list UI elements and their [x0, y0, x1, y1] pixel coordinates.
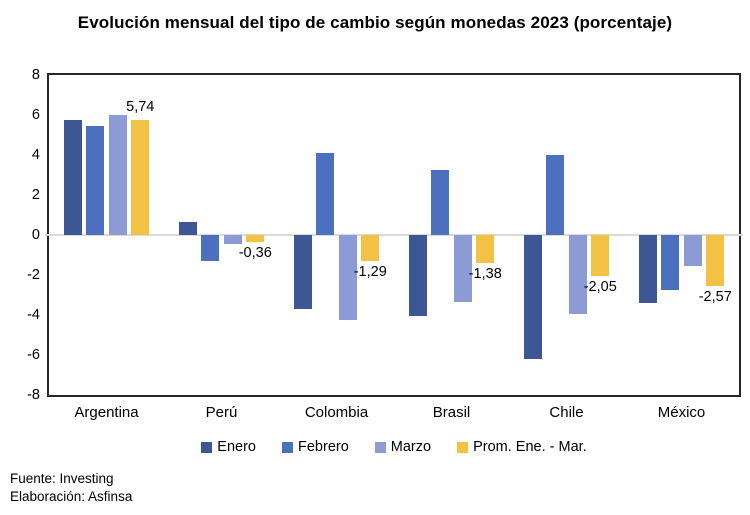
bar-febrero-chile [546, 155, 565, 235]
bar-prom-ene-mar-argentina [131, 120, 150, 235]
data-label-brasil: -1,38 [468, 265, 502, 282]
x-tick-label-peru: Perú [205, 404, 238, 421]
data-label-colombia: -1,29 [353, 263, 387, 280]
y-tick-label-0: 0 [31, 227, 40, 243]
bar-marzo-peru [223, 235, 242, 244]
legend-marker-icon [457, 441, 469, 453]
legend-marker-icon [374, 441, 386, 453]
x-tick-label-colombia: Colombia [304, 404, 369, 421]
bar-enero-argentina [63, 119, 82, 235]
y-tick-label-6: 6 [31, 107, 40, 123]
bar-marzo-brasil [453, 235, 472, 302]
legend-label: Enero [217, 439, 256, 455]
y-tick-label--4: -4 [27, 307, 40, 323]
bar-enero-peru [178, 222, 197, 235]
bar-enero-colombia [293, 235, 312, 309]
bar-febrero-colombia [316, 153, 335, 235]
bar-prom-ene-mar-brasil [476, 235, 495, 263]
bar-enero-mexico [638, 235, 657, 303]
bar-marzo-chile [568, 235, 587, 314]
chart-footer: Fuente: Investing Elaboración: Asfinsa [10, 470, 132, 506]
bar-febrero-peru [201, 235, 220, 261]
legend: Enero Febrero Marzo Prom. Ene. - Mar. [47, 439, 741, 455]
bar-marzo-mexico [683, 235, 702, 267]
legend-item-marzo: Marzo [374, 439, 432, 455]
y-tick-label-2: 2 [31, 187, 40, 203]
bar-marzo-colombia [338, 235, 357, 320]
legend-item-prom-ene-mar: Prom. Ene. - Mar. [457, 439, 587, 455]
bar-prom-ene-mar-peru [246, 235, 265, 243]
data-label-peru: -0,36 [238, 245, 272, 262]
footer-elaboration: Elaboración: Asfinsa [10, 489, 133, 504]
y-tick-label--2: -2 [27, 267, 40, 283]
bar-febrero-brasil [431, 170, 450, 235]
legend-label: Febrero [298, 439, 349, 455]
bar-prom-ene-mar-chile [591, 235, 610, 276]
x-tick-label-argentina: Argentina [74, 404, 139, 421]
y-tick-label--6: -6 [27, 347, 40, 363]
legend-item-enero: Enero [201, 439, 256, 455]
legend-marker-icon [201, 441, 213, 453]
legend-label: Prom. Ene. - Mar. [473, 439, 587, 455]
chart-title: Evolución mensual del tipo de cambio seg… [77, 13, 673, 32]
legend-marker-icon [282, 441, 293, 453]
data-label-mexico: -2,57 [698, 289, 732, 306]
legend-label: Marzo [390, 439, 432, 455]
bar-marzo-argentina [108, 115, 127, 235]
bar-prom-ene-mar-colombia [361, 235, 380, 261]
y-tick-label-4: 4 [31, 147, 40, 163]
x-tick-label-chile: Chile [549, 404, 584, 421]
bar-enero-chile [523, 235, 542, 359]
y-tick-label-8: 8 [31, 67, 40, 83]
data-label-chile: -2,05 [583, 279, 617, 295]
x-tick-label-mexico: México [657, 404, 706, 421]
footer-source: Fuente: Investing [10, 471, 114, 486]
legend-item-febrero: Febrero [282, 439, 349, 455]
x-tick-label-brasil: Brasil [432, 404, 471, 421]
y-tick-label--8: -8 [27, 387, 40, 403]
bar-enero-brasil [408, 235, 427, 316]
plot-area: 5,74 -0,36 -1,29 -1,38 -2,05 -2,57 [45, 73, 743, 397]
data-label-argentina: 5,74 [126, 99, 155, 116]
zero-gridline [45, 234, 743, 236]
bar-febrero-argentina [86, 125, 105, 235]
bar-prom-ene-mar-mexico [706, 235, 725, 287]
bar-febrero-mexico [661, 235, 680, 290]
